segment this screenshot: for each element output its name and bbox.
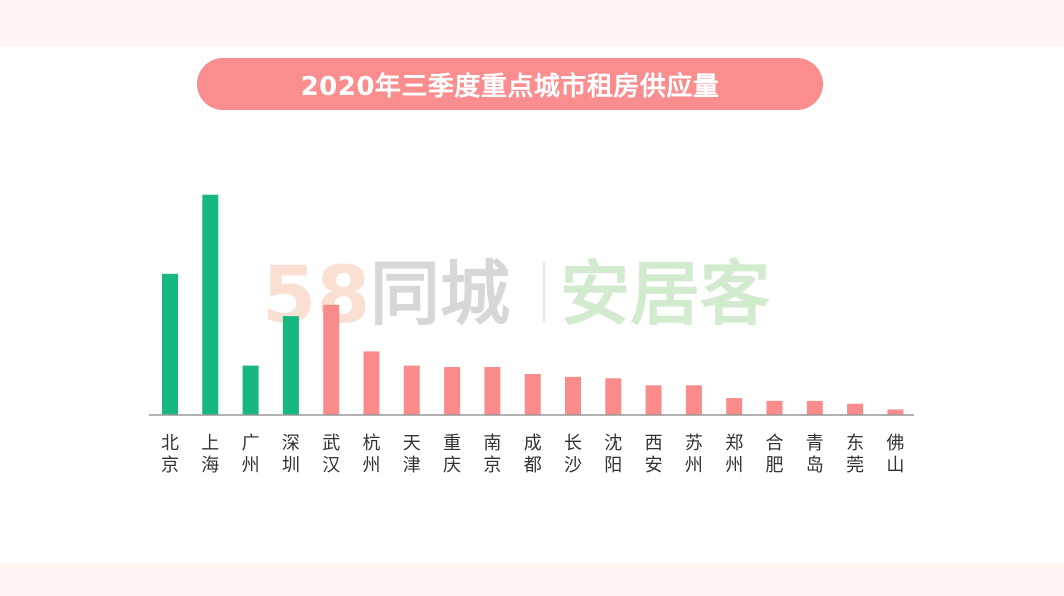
x-tick-label-苏州-1: 州 [685, 455, 703, 476]
x-tick-label-合肥-1: 肥 [766, 455, 784, 476]
bar-合肥 [766, 400, 783, 415]
x-tick-label-武汉-0: 武 [322, 433, 340, 454]
x-tick-label-成都-0: 成 [524, 433, 542, 454]
x-tick-label-深圳-1: 圳 [282, 455, 300, 476]
x-tick-label-东莞-1: 莞 [846, 455, 864, 476]
bar-佛山 [887, 409, 904, 416]
bar-深圳 [282, 316, 299, 415]
bar-成都 [524, 374, 541, 415]
bar-青岛 [806, 400, 823, 415]
watermark-logo: 58 同城 安居客 [262, 251, 770, 341]
x-tick-label-沈阳-0: 沈 [604, 433, 622, 454]
x-tick-label-深圳-0: 深 [282, 433, 300, 454]
x-tick-label-上海-0: 上 [201, 433, 219, 454]
x-tick-label-郑州-0: 郑 [725, 433, 743, 454]
watermark-product: 安居客 [560, 253, 770, 335]
x-tick-label-广州-1: 州 [242, 455, 260, 476]
bar-郑州 [726, 398, 743, 415]
x-tick-label-天津-0: 天 [403, 433, 421, 454]
x-tick-label-杭州-1: 州 [363, 455, 381, 476]
x-tick-label-北京-0: 北 [161, 433, 179, 454]
bar-series [162, 194, 904, 416]
x-tick-label-东莞-0: 东 [846, 433, 864, 454]
x-tick-label-西安-0: 西 [645, 433, 663, 454]
chart-title-banner: 2020年三季度重点城市租房供应量 [197, 58, 823, 110]
x-tick-label-杭州-0: 杭 [363, 433, 381, 454]
bar-南京 [484, 367, 501, 415]
x-tick-label-南京-1: 京 [483, 455, 501, 476]
bar-东莞 [847, 403, 864, 415]
x-tick-label-广州-0: 广 [242, 433, 260, 454]
x-tick-label-苏州-0: 苏 [685, 433, 703, 454]
x-tick-label-合肥-0: 合 [766, 433, 784, 454]
x-tick-label-青岛-1: 岛 [806, 455, 824, 476]
x-tick-label-武汉-1: 汉 [322, 455, 340, 476]
x-tick-label-上海-1: 海 [201, 455, 219, 476]
bar-苏州 [685, 385, 702, 415]
bar-重庆 [444, 367, 461, 415]
x-tick-label-郑州-1: 州 [725, 455, 743, 476]
bar-武汉 [323, 304, 340, 415]
x-tick-label-南京-0: 南 [483, 433, 501, 454]
x-tick-label-佛山-1: 山 [886, 455, 904, 476]
x-tick-label-成都-1: 都 [524, 455, 542, 476]
chart-title: 2020年三季度重点城市租房供应量 [300, 71, 720, 102]
watermark-divider [543, 262, 545, 322]
bar-天津 [403, 365, 420, 415]
x-tick-label-天津-1: 津 [403, 455, 421, 476]
bar-上海 [202, 194, 219, 415]
x-tick-label-北京-1: 京 [161, 455, 179, 476]
x-tick-label-长沙-1: 沙 [564, 455, 582, 476]
watermark-digits: 58 [262, 251, 371, 341]
x-tick-label-佛山-0: 佛 [886, 433, 904, 454]
x-tick-label-重庆-0: 重 [443, 433, 461, 454]
x-tick-label-长沙-0: 长 [564, 433, 582, 454]
bar-西安 [645, 385, 662, 415]
bar-沈阳 [605, 378, 622, 415]
bar-北京 [162, 273, 178, 416]
bar-广州 [242, 365, 259, 415]
bar-长沙 [565, 376, 581, 415]
x-tick-label-西安-1: 安 [645, 455, 663, 476]
x-tick-label-沈阳-1: 阳 [604, 455, 622, 476]
watermark-brand: 同城 [370, 253, 510, 335]
x-tick-label-重庆-1: 庆 [443, 455, 461, 476]
x-tick-label-青岛-0: 青 [806, 433, 824, 454]
bar-杭州 [363, 351, 380, 415]
